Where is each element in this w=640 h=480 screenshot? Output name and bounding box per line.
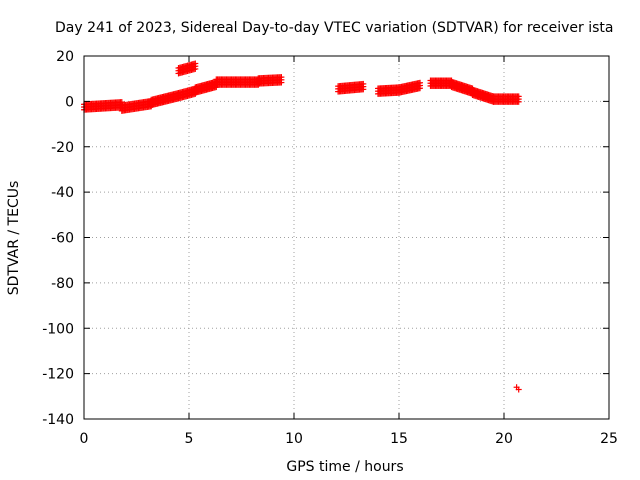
y-tick-label: -120	[42, 367, 74, 383]
x-tick-label: 20	[495, 431, 513, 447]
y-axis-label: SDTVAR / TECUs	[6, 181, 22, 296]
data-point	[515, 98, 522, 105]
data-point	[360, 86, 367, 93]
x-tick-label: 15	[390, 431, 408, 447]
y-tick-label: -100	[42, 321, 74, 337]
data-point	[417, 79, 423, 86]
x-tick-label: 25	[600, 431, 618, 447]
y-tick-label: 20	[56, 49, 74, 65]
y-tick-label: -40	[51, 185, 74, 201]
x-tick-label: 5	[185, 431, 194, 447]
data-point	[278, 74, 285, 81]
data-point	[192, 65, 199, 72]
data-point	[278, 79, 285, 86]
x-tick-label: 10	[285, 431, 303, 447]
grid	[84, 56, 609, 419]
y-tick-label: -140	[42, 412, 74, 428]
data-point	[417, 85, 423, 92]
y-tick-label: -20	[51, 140, 74, 156]
chart-title: Day 241 of 2023, Sidereal Day-to-day VTE…	[55, 20, 613, 36]
plot-frame	[83, 55, 610, 420]
y-tick-label: 0	[65, 94, 74, 110]
y-tick-label: -60	[51, 231, 74, 247]
data-point	[192, 60, 199, 67]
series-sdtvar	[81, 60, 522, 393]
x-axis-label: GPS time / hours	[286, 459, 403, 475]
x-tick-label: 0	[80, 431, 89, 447]
data-point	[515, 93, 522, 100]
y-tick-label: -80	[51, 276, 74, 292]
data-point	[515, 386, 522, 393]
axis-ticks: 20 0 -20 -40 -60 -80 -100 -120 -140 0 5 10 15 20 25	[42, 49, 618, 447]
data-point	[360, 80, 367, 87]
